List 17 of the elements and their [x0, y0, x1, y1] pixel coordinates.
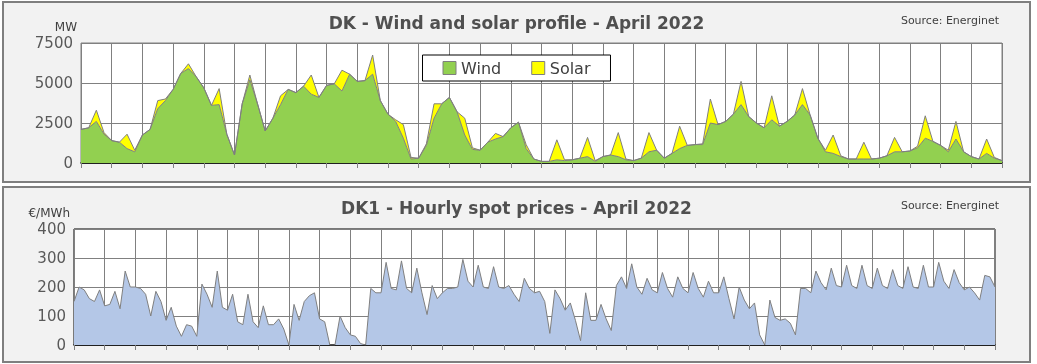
y-tick-label: 7500 — [34, 34, 73, 52]
chart-title: DK1 - Hourly spot prices - April 2022 — [341, 197, 692, 218]
legend-label: Wind — [461, 58, 502, 78]
y-tick-label: 0 — [56, 336, 66, 354]
y-tick-label: 400 — [37, 220, 66, 238]
y-tick-label: 100 — [37, 307, 66, 325]
y-tick-label: 5000 — [34, 74, 73, 92]
chart-title: DK - Wind and solar profile - April 2022 — [328, 12, 705, 33]
y-tick-label: 0 — [63, 154, 73, 172]
y-tick-label: 300 — [37, 249, 66, 267]
source-note: Source: Energinet — [900, 199, 1000, 212]
source-note: Source: Energinet — [900, 14, 1000, 27]
legend-label: Solar — [549, 58, 591, 78]
y-tick-label: 2500 — [34, 114, 73, 132]
y-axis-title: €/MWh — [28, 206, 70, 220]
y-axis-title: MW — [54, 20, 78, 34]
y-tick-label: 200 — [37, 278, 66, 296]
